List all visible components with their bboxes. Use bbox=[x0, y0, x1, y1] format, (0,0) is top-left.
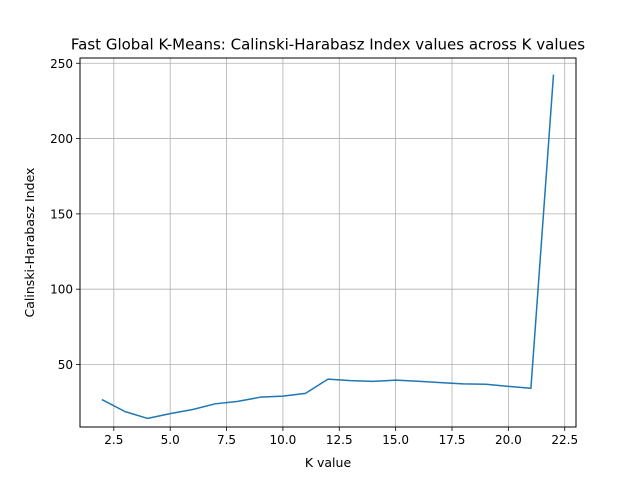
y-tick-label: 50 bbox=[58, 358, 73, 372]
chart-title: Fast Global K-Means: Calinski-Harabasz I… bbox=[71, 36, 585, 54]
x-axis-label: K value bbox=[305, 455, 352, 470]
x-tick-label: 20.0 bbox=[495, 433, 522, 447]
x-tick-label: 15.0 bbox=[382, 433, 409, 447]
y-tick-label: 250 bbox=[50, 57, 73, 71]
series-line bbox=[101, 74, 555, 420]
x-tick-label: 5.0 bbox=[161, 433, 180, 447]
y-tick-label: 200 bbox=[50, 132, 73, 146]
x-tick-label: 17.5 bbox=[439, 433, 466, 447]
x-tick-label: 2.5 bbox=[104, 433, 123, 447]
plot-data bbox=[101, 74, 555, 420]
x-tick-label: 10.0 bbox=[270, 433, 297, 447]
axis-ticks: 2.5 5.0 7.5 10.0 12.5 15.0 17.5 20.0 22.5 50 100 15… bbox=[50, 57, 578, 447]
x-tick-label: 22.5 bbox=[551, 433, 578, 447]
y-tick-label: 150 bbox=[50, 207, 73, 221]
x-tick-label: 12.5 bbox=[326, 433, 353, 447]
y-tick-label: 100 bbox=[50, 283, 73, 297]
y-axis-label: Calinski-Harabasz Index bbox=[22, 168, 37, 318]
plot-frame bbox=[79, 57, 577, 428]
grid bbox=[80, 58, 576, 427]
x-tick-label: 7.5 bbox=[217, 433, 236, 447]
